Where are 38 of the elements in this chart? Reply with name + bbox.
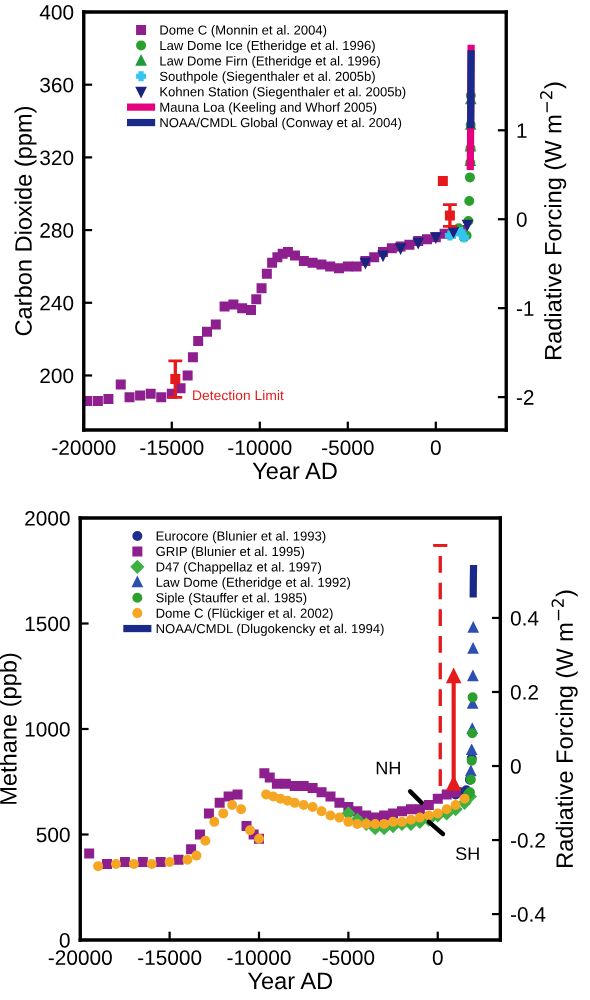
- y-tick-label: 1000: [25, 722, 70, 737]
- x-axis-title: Year AD: [247, 972, 333, 990]
- y-tick-label: 280: [40, 223, 74, 238]
- y-axis-title: Methane (ppb): [0, 653, 22, 804]
- y2-axis-title: Radiative Forcing (W m$^{−2}$): [540, 82, 567, 359]
- y-tick-label: 500: [36, 827, 70, 843]
- y-tick-label: 0: [59, 933, 70, 948]
- y2-tick-label: 0.2: [510, 684, 538, 700]
- x-tick-label: -20000: [48, 950, 112, 966]
- y-tick-label: 320: [40, 150, 74, 166]
- y2-tick-label: 0.4: [510, 610, 539, 626]
- y2-tick-label: 1: [517, 123, 527, 138]
- x-tick-label: -10000: [228, 440, 292, 456]
- y-tick-label: 400: [39, 5, 74, 20]
- y-axis-title: Carbon Dioxide (ppm): [14, 106, 37, 336]
- y2-tick-label: 0: [516, 212, 527, 227]
- y-tick-label: 1500: [25, 616, 70, 632]
- x-tick-label: -20000: [52, 440, 116, 456]
- y-tick-label: 360: [40, 77, 74, 93]
- y2-tick-label: -2: [516, 390, 534, 405]
- y2-axis-title: Radiative Forcing (W m$^{−2}$): [551, 590, 578, 867]
- x-tick-label: 0: [430, 440, 441, 456]
- x-tick-label: -5000: [322, 440, 374, 456]
- y-tick-label: 2000: [25, 511, 70, 526]
- x-tick-label: -5000: [322, 950, 375, 966]
- annotation: NH: [376, 761, 400, 775]
- y2-tick-label: -1: [516, 301, 534, 316]
- y2-tick-label: 0: [510, 759, 521, 774]
- y2-tick-label: -0.2: [510, 833, 545, 848]
- y-tick-label: 240: [40, 295, 74, 311]
- x-tick-label: -15000: [140, 440, 204, 456]
- x-tick-label: -10000: [227, 950, 291, 966]
- annotation: SH: [455, 847, 479, 861]
- y2-tick-label: -0.4: [510, 907, 546, 922]
- x-tick-label: 0: [432, 950, 443, 966]
- x-axis-title: Year AD: [252, 462, 337, 480]
- y-tick-label: 200: [40, 368, 74, 384]
- x-tick-label: -15000: [138, 950, 202, 966]
